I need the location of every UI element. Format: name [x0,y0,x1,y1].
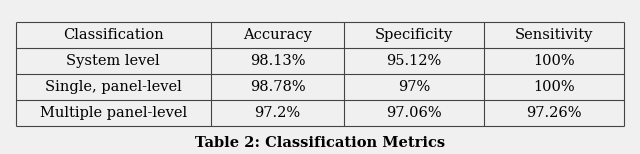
Text: 95.12%: 95.12% [387,54,442,68]
Text: 97.26%: 97.26% [526,106,582,120]
Text: 98.78%: 98.78% [250,80,305,94]
Text: Classification: Classification [63,28,164,42]
Text: Table 2: Classification Metrics: Table 2: Classification Metrics [195,136,445,150]
Text: 100%: 100% [533,54,575,68]
Text: Sensitivity: Sensitivity [515,28,593,42]
Text: Single, panel-level: Single, panel-level [45,80,182,94]
Text: 100%: 100% [533,80,575,94]
Text: Specificity: Specificity [375,28,453,42]
Text: System level: System level [67,54,160,68]
Text: 97%: 97% [398,80,430,94]
Text: 97.06%: 97.06% [387,106,442,120]
Text: 97.2%: 97.2% [254,106,301,120]
Text: 98.13%: 98.13% [250,54,305,68]
Text: Multiple panel-level: Multiple panel-level [40,106,187,120]
Text: Accuracy: Accuracy [243,28,312,42]
